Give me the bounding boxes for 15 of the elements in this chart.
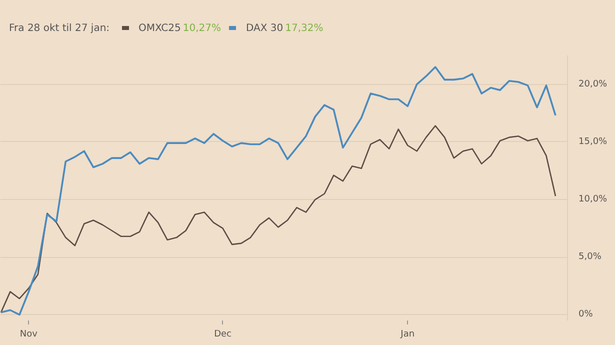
y-tick-label: 15,0% xyxy=(578,136,608,147)
y-tick-label: 20,0% xyxy=(578,79,608,90)
legend-label: OMXC25 xyxy=(138,22,181,36)
text: 10,27% xyxy=(182,22,222,36)
line-series xyxy=(0,66,556,316)
x-tick-label: Jan xyxy=(400,330,415,340)
y-tick-label: 5,0% xyxy=(578,252,602,262)
legend-label: DAX 30 xyxy=(246,22,284,36)
x-tick-label: Dec xyxy=(214,330,232,340)
y-tick-label: 10,0% xyxy=(578,194,608,205)
y-tick-label: 0% xyxy=(578,310,594,320)
chart-subtitle: Fra 28 okt til 27 jan: xyxy=(9,22,110,36)
x-tick-label: Nov xyxy=(20,330,38,340)
line-series xyxy=(0,125,556,314)
text: 17,32% xyxy=(285,22,324,36)
